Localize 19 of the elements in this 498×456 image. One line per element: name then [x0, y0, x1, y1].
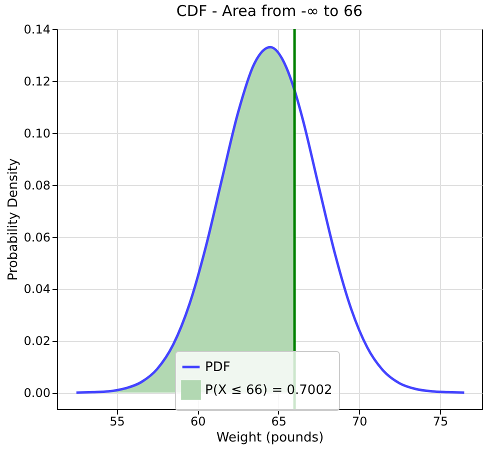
- legend-label: PDF: [205, 360, 230, 375]
- x-tick-label: 65: [271, 414, 287, 428]
- y-tick-label: 0.10: [24, 126, 50, 140]
- y-tick-label: 0.08: [24, 178, 50, 192]
- y-tick-label: 0.02: [24, 334, 50, 348]
- x-tick-label: 70: [352, 414, 368, 428]
- y-tick-label: 0.06: [24, 230, 50, 244]
- x-tick-label: 55: [110, 414, 125, 428]
- x-tick-label: 75: [432, 414, 448, 428]
- line-series: [75, 46, 466, 394]
- y-tick-label: 0.04: [24, 282, 50, 296]
- x-axis-title: Weight (pounds): [216, 430, 324, 446]
- y-tick-label: 0.14: [24, 22, 50, 36]
- x-tick-label: 60: [190, 414, 206, 428]
- chart-title: CDF - Area from -∞ to 66: [176, 2, 363, 20]
- legend-label: P(X ≤ 66) = 0.7002: [205, 383, 332, 398]
- y-tick-label: 0.12: [24, 74, 50, 88]
- y-axis-title: Probability Density: [6, 158, 21, 281]
- y-tick-label: 0.00: [24, 386, 50, 400]
